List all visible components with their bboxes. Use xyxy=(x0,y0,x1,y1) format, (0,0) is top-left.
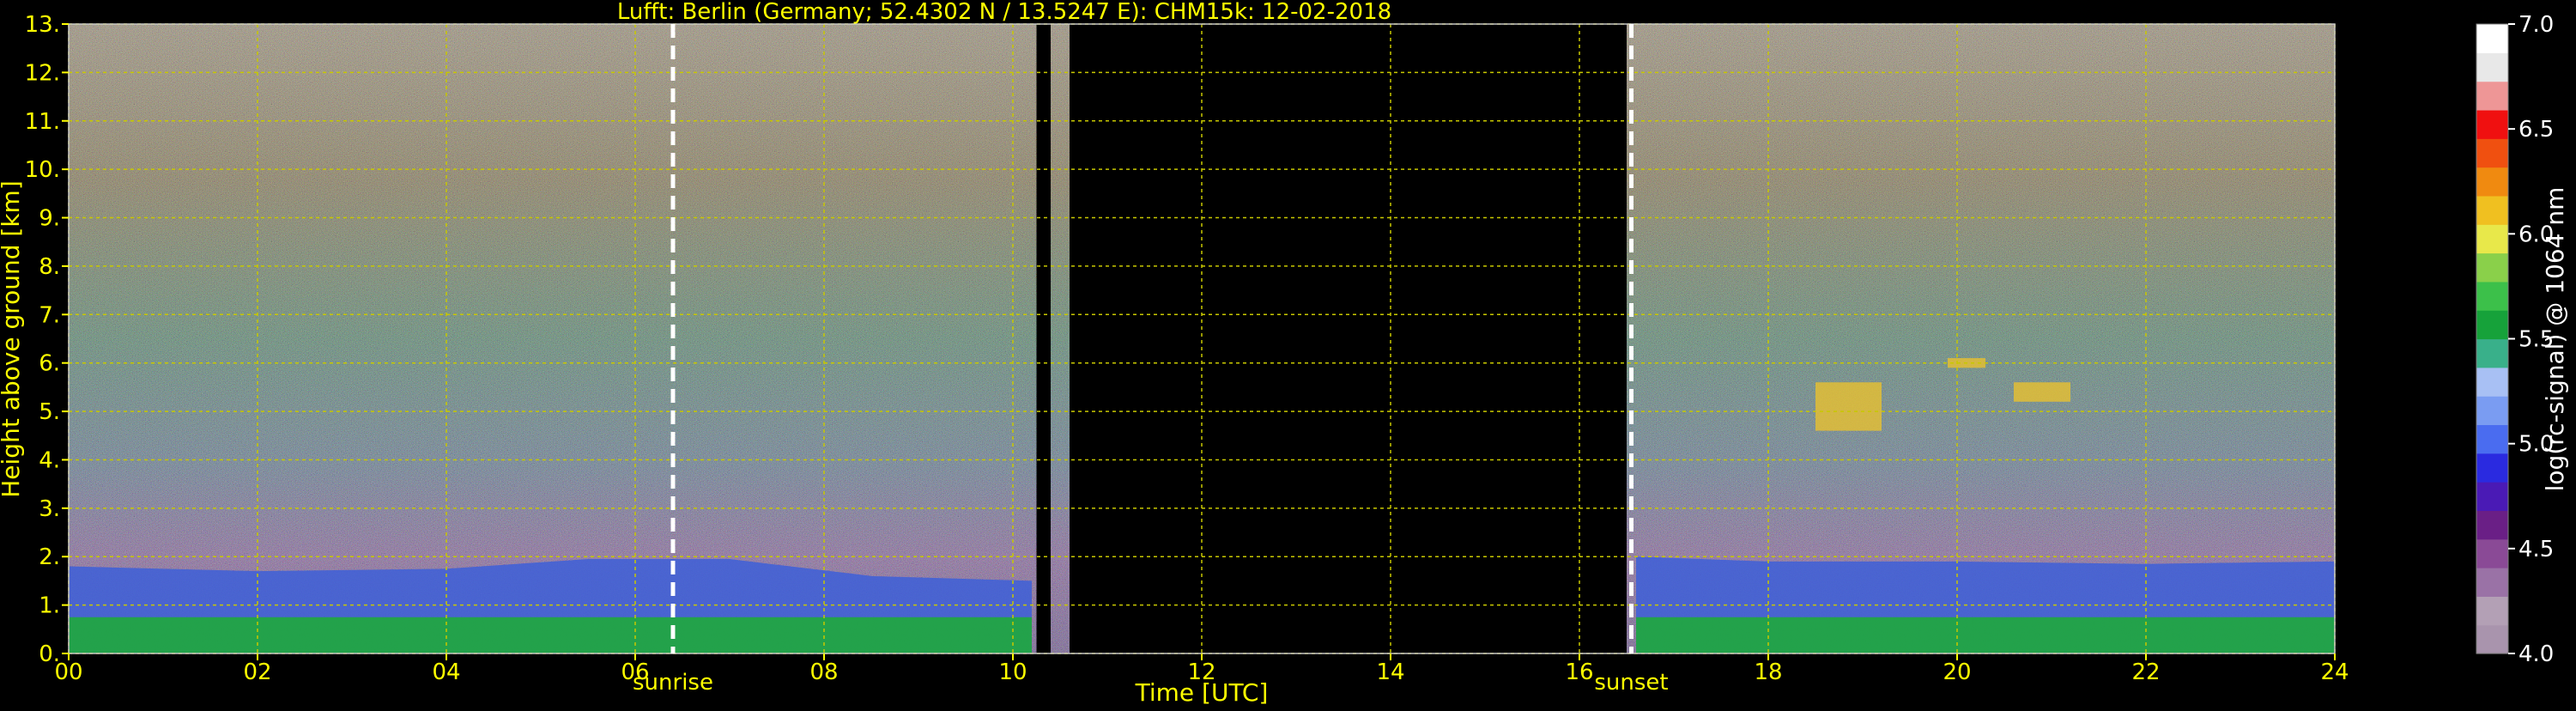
colorbar-swatch xyxy=(2476,138,2508,168)
aerosol-surface-layer xyxy=(69,617,1032,653)
colorbar-label: log(rc-signal) @ 1064 nm xyxy=(2541,187,2569,492)
colorbar-swatch xyxy=(2476,482,2508,512)
y-tick-label: 11. xyxy=(25,109,60,135)
x-tick-label: 10 xyxy=(998,659,1027,685)
colorbar-swatch xyxy=(2476,510,2508,540)
colorbar-swatch xyxy=(2476,281,2508,311)
colorbar-swatch xyxy=(2476,109,2508,139)
x-tick-label: 20 xyxy=(1943,659,1971,685)
colorbar-swatch xyxy=(2476,568,2508,597)
colorbar-swatch xyxy=(2476,167,2508,197)
colorbar-swatch xyxy=(2476,52,2508,82)
x-tick-label: 00 xyxy=(54,659,82,685)
data-gap xyxy=(1036,24,1051,653)
colorbar-swatch xyxy=(2476,396,2508,426)
sunrise-label: sunrise xyxy=(633,670,713,696)
colorbar-swatch xyxy=(2476,195,2508,225)
colorbar-tick-label: 6.0 xyxy=(2518,222,2554,247)
y-tick-label: 0. xyxy=(39,641,60,667)
colorbar-swatch xyxy=(2476,424,2508,454)
x-tick-label: 18 xyxy=(1754,659,1782,685)
colorbar-swatch xyxy=(2476,367,2508,397)
chart-title: Lufft: Berlin (Germany; 52.4302 N / 13.5… xyxy=(617,0,1391,25)
elevated-layer xyxy=(2014,382,2070,402)
colorbar-swatch xyxy=(2476,252,2508,283)
axes: 00 02 04 06 08 10 12 14 16 18 20 22 24 0. 1. 2. 3. 4. 5. 6.… xyxy=(25,12,2349,696)
colorbar-tick-label: 5.5 xyxy=(2518,327,2554,353)
colorbar-swatch xyxy=(2476,538,2508,568)
x-tick-label: 12 xyxy=(1187,659,1215,685)
y-tick-label: 5. xyxy=(39,399,60,425)
y-tick-label: 8. xyxy=(39,254,60,280)
y-tick-label: 10. xyxy=(25,157,60,183)
colorbar-tick-label: 4.0 xyxy=(2518,641,2554,667)
x-tick-label: 16 xyxy=(1565,659,1593,685)
x-tick-label: 06 xyxy=(621,659,649,685)
colorbar: 4.0 4.5 5.0 5.5 6.0 6.5 7.0 xyxy=(2476,12,2554,667)
sunset-label: sunset xyxy=(1594,670,1668,696)
y-tick-label: 3. xyxy=(39,496,60,522)
x-tick-label: 22 xyxy=(2131,659,2160,685)
colorbar-swatch xyxy=(2476,338,2508,368)
x-axis-label: Time [UTC] xyxy=(1135,678,1269,707)
y-tick-label: 7. xyxy=(39,302,60,328)
y-axis-label: Height above ground [km] xyxy=(0,180,25,498)
colorbar-swatch xyxy=(2476,224,2508,254)
y-tick-label: 2. xyxy=(39,544,60,570)
colorbar-swatch xyxy=(2476,81,2508,111)
colorbar-tick-label: 6.5 xyxy=(2518,117,2554,143)
elevated-layer xyxy=(1815,382,1882,431)
colorbar-tick-label: 7.0 xyxy=(2518,12,2554,38)
colorbar-swatch xyxy=(2476,24,2508,53)
y-tick-label: 9. xyxy=(39,206,60,232)
data-gap xyxy=(1070,24,1627,653)
colorbar-swatch xyxy=(2476,624,2508,654)
colorbar-swatch xyxy=(2476,310,2508,340)
aerosol-surface-layer xyxy=(1636,617,2335,653)
y-tick-label: 4. xyxy=(39,447,60,473)
colorbar-tick-label: 5.0 xyxy=(2518,432,2554,458)
colorbar-swatch xyxy=(2476,453,2508,483)
plot-area xyxy=(68,23,2336,654)
colorbar-swatch xyxy=(2476,596,2508,626)
y-tick-label: 1. xyxy=(39,593,60,619)
x-tick-label: 08 xyxy=(809,659,838,685)
colorbar-tick-label: 4.5 xyxy=(2518,537,2554,562)
x-tick-label: 14 xyxy=(1376,659,1404,685)
x-tick-label: 04 xyxy=(432,659,460,685)
y-tick-label: 6. xyxy=(39,351,60,377)
x-tick-label: 02 xyxy=(243,659,271,685)
x-tick-label: 24 xyxy=(2320,659,2349,685)
y-tick-label: 12. xyxy=(25,60,60,86)
y-tick-label: 13. xyxy=(25,12,60,38)
